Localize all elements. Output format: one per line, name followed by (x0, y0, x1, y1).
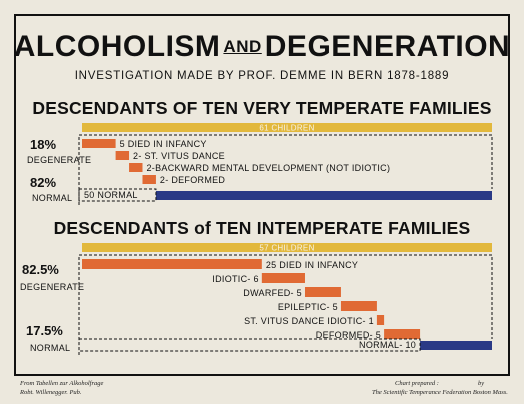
chart-1-segment-label-2: 2- ST. VITUS DANCE (133, 151, 225, 161)
chart-1-segment-label-1: 5 DIED IN INFANCY (120, 139, 207, 149)
poster-frame (14, 14, 510, 376)
chart-2-segment-label-2: IDIOTIC- 6 (212, 274, 259, 284)
chart-2-segment-bar-4 (340, 301, 377, 311)
chart-2-segment-bar-2 (261, 273, 305, 283)
subtitle: INVESTIGATION MADE BY PROF. DEMME IN BER… (74, 70, 450, 82)
chart-2-segment-label-4: EPILEPTIC- 5 (278, 302, 338, 312)
chart-1-normal-label: NORMAL (32, 193, 73, 203)
chart-1-degenerate-percent: 18% (30, 137, 57, 152)
footer-source-line-2: Robt. Willenegger. Pub. (20, 389, 82, 396)
chart-1-segment-bar-2 (115, 151, 130, 160)
chart-2-group-outline (78, 254, 493, 355)
footer-source-line-1: From Tabellen zur Alkoholfrage (20, 380, 104, 387)
chart-2-segment-bar-5 (376, 315, 385, 325)
chart-1-normal-label: 50 NORMAL (84, 190, 138, 200)
chart-1-total-label: 61 CHILDREN (259, 124, 314, 133)
chart-2-normal-bar (420, 341, 492, 350)
chart-2-normal-outline (78, 338, 421, 352)
chart-1-segment-bar-3 (129, 163, 143, 172)
chart-1-segment-bar-1 (82, 139, 116, 148)
chart-2-segment-bar-3 (304, 287, 341, 297)
chart-2-degenerate-label: DEGENERATE (20, 282, 85, 292)
chart-2-segment-label-1: 25 DIED IN INFANCY (266, 260, 358, 270)
chart-1-degenerate-label: DEGENERATE (27, 155, 92, 165)
chart-1-normal-outline (78, 188, 157, 202)
main-title: ALCOHOLISM AND DEGENERATION (0, 30, 524, 64)
chart-2-segment-bar-1 (82, 259, 262, 269)
footer-credit-by: by (478, 380, 485, 387)
title-part-1: ALCOHOLISM (13, 30, 221, 63)
chart-2-segment-label-5: ST. VITUS DANCE IDIOTIC- 1 (244, 316, 374, 326)
chart-2-title: DESCENDANTS of TEN INTEMPERATE FAMILIES (53, 218, 471, 238)
chart-1-title: DESCENDANTS OF TEN VERY TEMPERATE FAMILI… (32, 98, 492, 118)
chart-2-degenerate-percent: 82.5% (22, 262, 59, 277)
chart-1-segment-label-3: 2-BACKWARD MENTAL DEVELOPMENT (NOT IDIOT… (146, 163, 390, 173)
title-and: AND (223, 37, 262, 56)
chart-2-segment-label-6: DEFORMED- 5 (316, 330, 381, 340)
chart-2-normal-label: NORMAL- 10 (359, 340, 416, 350)
chart-2-total-label: 57 CHILDREN (259, 244, 314, 253)
chart-1-group-outline (78, 134, 493, 205)
chart-1-normal-bar (155, 191, 492, 200)
chart-2-segment-label-3: DWARFED- 5 (243, 288, 302, 298)
chart-1-segment-bar-4 (142, 175, 156, 184)
title-part-2: DEGENERATION (264, 30, 511, 63)
chart-2-segment-bar-6 (384, 329, 421, 339)
chart-2-total-bar (82, 243, 492, 252)
chart-1-normal-percent: 82% (30, 175, 57, 190)
footer-credit-line-1: Chart prepared : (395, 380, 439, 387)
chart-2-normal-percent: 17.5% (26, 323, 63, 338)
chart-1-segment-label-4: 2- DEFORMED (160, 175, 226, 185)
chart-1-total-bar (82, 123, 492, 132)
chart-2-normal-label: NORMAL (30, 343, 71, 353)
footer-credit-line-2: The Scientific Temperance Federation Bos… (372, 389, 508, 396)
